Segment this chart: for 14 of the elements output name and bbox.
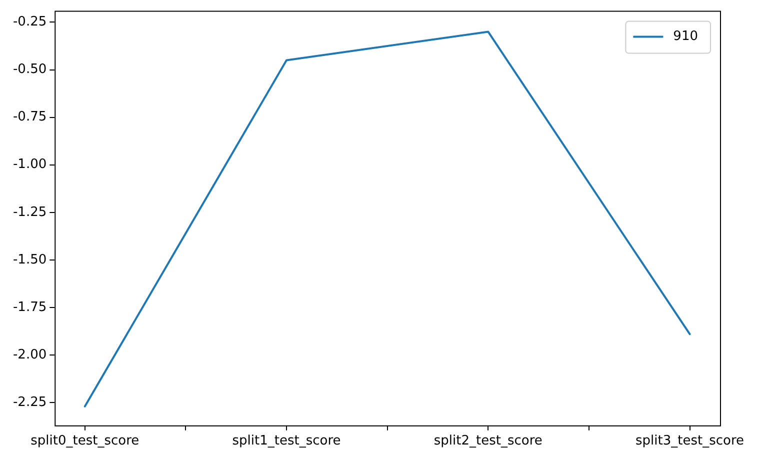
y-tick-label: -1.75 <box>12 300 47 315</box>
y-tick-label: -2.25 <box>12 394 47 410</box>
x-tick-label: split0_test_score <box>30 434 140 449</box>
x-tick-label: split3_test_score <box>636 434 744 449</box>
y-tick-label: -1.00 <box>12 157 47 172</box>
y-tick-label: -0.50 <box>12 62 47 78</box>
y-tick-label: -1.50 <box>12 252 47 268</box>
y-tick-label: -2.00 <box>12 347 47 362</box>
y-tick-label: -1.25 <box>12 204 47 220</box>
y-tick-label: -0.75 <box>12 110 47 125</box>
x-tick-label: split1_test_score <box>232 434 341 449</box>
y-tick-label: -0.25 <box>12 14 47 30</box>
x-tick-label: split2_test_score <box>434 434 542 449</box>
legend-label: 910 <box>673 29 698 44</box>
